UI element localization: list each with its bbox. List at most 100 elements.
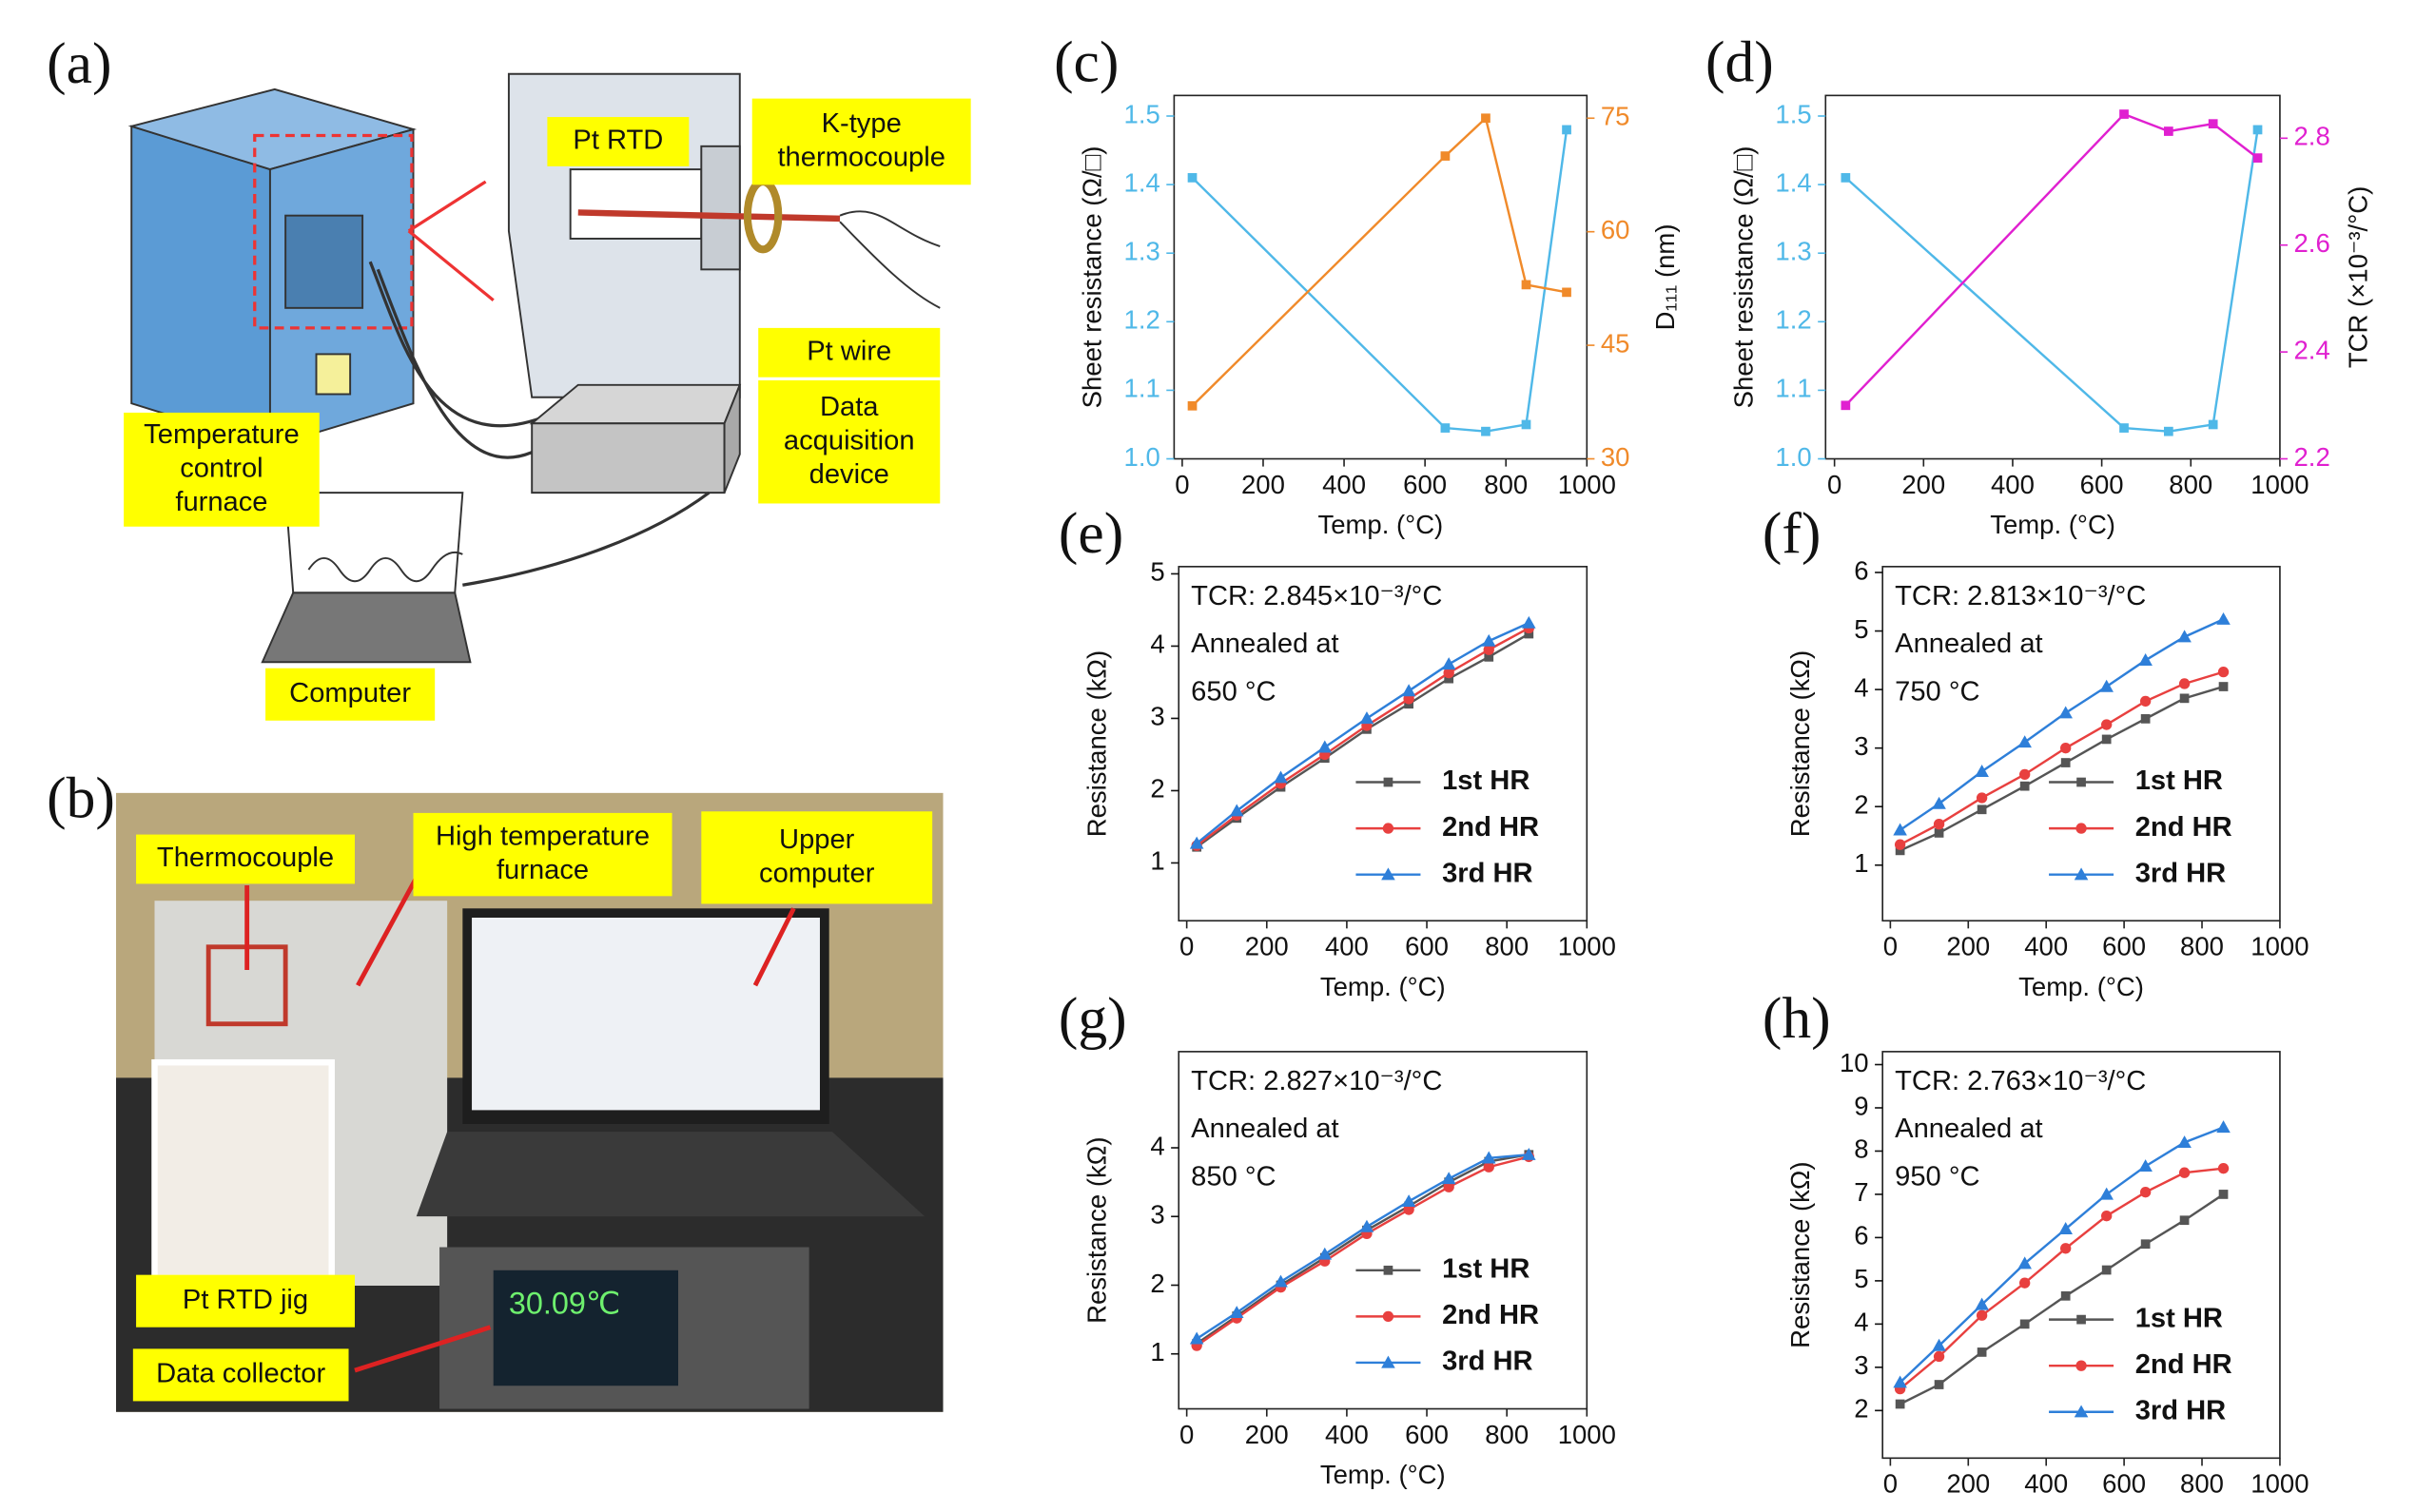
panel-label: (h) <box>1763 986 1831 1051</box>
marker <box>2060 758 2071 767</box>
zoom-arrow <box>407 180 487 233</box>
legend-label: 1st HR <box>2135 1303 2223 1333</box>
marker <box>1443 667 1454 679</box>
legend-label: 1st HR <box>2135 766 2223 796</box>
marker <box>1562 125 1571 135</box>
marker <box>1187 173 1198 183</box>
panel-label: (a) <box>47 31 111 96</box>
legend-marker <box>2075 823 2087 834</box>
furnace-diagram <box>127 72 941 664</box>
y-axis-label: Resistance (kΩ) <box>1785 650 1815 837</box>
marker <box>2178 1167 2191 1178</box>
marker <box>1229 804 1244 817</box>
y2-tick-label: 45 <box>1601 328 1630 358</box>
collector-screen <box>493 1270 679 1386</box>
marker <box>1976 792 1988 804</box>
marker <box>2216 611 2231 625</box>
legend-marker <box>1381 1355 1395 1368</box>
label-text: High temperature <box>436 822 650 852</box>
laptop-base <box>416 1132 925 1217</box>
marker <box>2218 1190 2229 1199</box>
legend-label: 2nd HR <box>1442 812 1539 843</box>
annotation: Annealed at <box>1895 1114 2042 1144</box>
label-text: thermocouple <box>777 142 945 172</box>
y-tick-label: 3 <box>1854 1350 1868 1380</box>
y-tick-label: 5 <box>1854 614 1868 644</box>
x-tick-label: 1000 <box>2250 1469 2309 1499</box>
annotation: TCR: 2.763×10⁻³/°C <box>1895 1066 2146 1096</box>
y-tick-label: 3 <box>1150 702 1164 731</box>
marker <box>2179 1215 2190 1226</box>
panel-label: (c) <box>1054 29 1119 94</box>
marker <box>1521 419 1531 430</box>
chart: (d) 0 200 400 600 800 1000 1.0 1.1 1.2 1.3 1.4 1.5 2.… <box>1705 29 2372 539</box>
x-tick-label: 400 <box>2024 1469 2068 1499</box>
y-tick-label: 1 <box>1150 846 1164 876</box>
marker <box>1484 651 1494 662</box>
panel-label: (e) <box>1059 501 1123 566</box>
marker <box>1976 1309 1988 1321</box>
chart: (f) 0 200 400 600 800 1000 1 2 3 4 5 6 Temp. (°C) Resi… <box>1763 501 2309 1001</box>
y-tick-label: 2 <box>1150 774 1164 804</box>
x-tick-label: 600 <box>2102 1469 2146 1499</box>
y2-tick-label: 75 <box>1601 102 1630 131</box>
y-tick-label: 7 <box>1854 1177 1868 1207</box>
marker <box>2218 682 2229 691</box>
label-text: Data <box>820 392 879 422</box>
marker <box>2019 781 2030 791</box>
y-tick-label: 1.0 <box>1775 442 1811 472</box>
panel-label: (g) <box>1059 986 1127 1051</box>
x-tick-label: 600 <box>1405 932 1449 961</box>
label-text: acquisition <box>784 425 915 456</box>
marker <box>2101 1211 2113 1222</box>
marker <box>1481 426 1491 436</box>
y-axis-label: Sheet resistance (Ω/□) <box>1728 146 1758 409</box>
marker <box>1521 280 1531 290</box>
x-tick-label: 0 <box>1883 1469 1898 1499</box>
marker <box>2208 119 2218 129</box>
marker <box>1441 1172 1456 1185</box>
x-tick-label: 800 <box>2180 932 2224 961</box>
x-tick-label: 1000 <box>2250 470 2309 499</box>
marker <box>1524 629 1534 639</box>
y-tick-label: 1.3 <box>1775 236 1811 265</box>
series-line <box>1844 129 2259 433</box>
marker <box>2252 125 2263 135</box>
label-text: control <box>180 454 263 484</box>
marker <box>1893 1375 1907 1388</box>
annotation: Annealed at <box>1191 629 1338 659</box>
marker <box>2019 768 2031 781</box>
label-box <box>758 379 941 504</box>
legend-label: 3rd HR <box>1442 1347 1532 1377</box>
marker <box>2177 630 2192 643</box>
legend-marker <box>2074 867 2089 881</box>
marker <box>2140 714 2151 724</box>
y-tick-label: 4 <box>1150 1131 1164 1160</box>
annotation: TCR: 2.827×10⁻³/°C <box>1191 1066 1442 1096</box>
label-box <box>132 1348 349 1402</box>
label-text: Pt wire <box>807 336 891 366</box>
y-tick-label: 2 <box>1854 1394 1868 1424</box>
plot-frame <box>1173 94 1588 460</box>
x-axis-label: Temp. (°C) <box>2018 1509 2144 1512</box>
x-tick-label: 0 <box>1827 470 1841 499</box>
x-tick-label: 800 <box>2169 470 2212 499</box>
marker <box>1401 684 1416 697</box>
collector-display: 30.09℃ <box>509 1287 620 1321</box>
y-axis-label: Resistance (kΩ) <box>1081 650 1111 837</box>
legend-marker <box>2076 777 2086 787</box>
chart: (h) 0 200 400 600 800 1000 2 3 4 5 6 7 8 9 10 Temp. (°C)… <box>1763 986 2309 1512</box>
label-text: Temperature <box>144 419 300 450</box>
jig-plug <box>700 145 741 271</box>
label-text: device <box>809 459 889 490</box>
arrow <box>356 876 419 987</box>
lead-wire <box>839 210 941 247</box>
furnace-panel <box>315 353 352 396</box>
x-tick-label: 0 <box>1179 932 1194 961</box>
legend-marker <box>2076 1314 2086 1325</box>
marker <box>1444 673 1454 684</box>
y-axis-label: Resistance (kΩ) <box>1785 1161 1815 1347</box>
y-axis-label: Sheet resistance (Ω/□) <box>1077 146 1106 409</box>
marker <box>2178 678 2191 689</box>
